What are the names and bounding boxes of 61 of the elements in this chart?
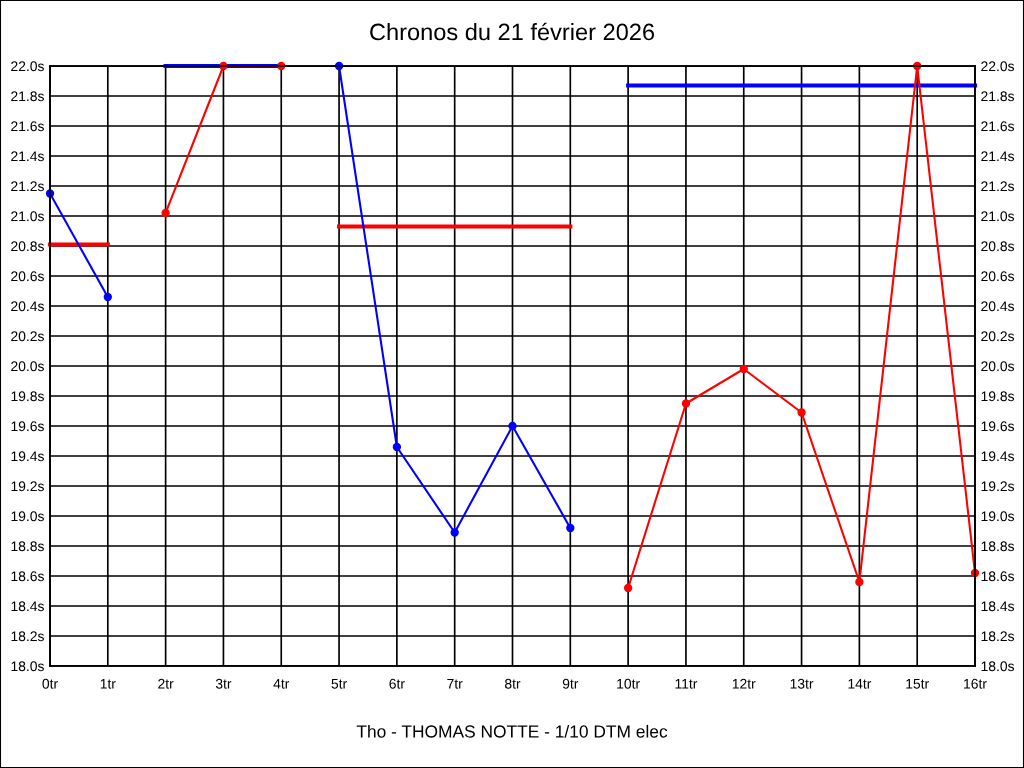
y-tick-label: 20.2s bbox=[11, 331, 44, 342]
y-tick-label: 18.4s bbox=[11, 601, 44, 612]
y-tick-label: 19.4s bbox=[11, 451, 44, 462]
y2-tick-label: 20.8s bbox=[981, 241, 1015, 252]
y2-tick-label: 21.6s bbox=[981, 121, 1015, 132]
y-tick-label: 21.8s bbox=[11, 91, 44, 102]
y-tick-label: 19.0s bbox=[11, 511, 44, 522]
y2-tick-label: 20.0s bbox=[981, 361, 1015, 372]
y2-tick-label: 18.0s bbox=[981, 661, 1015, 672]
y-tick-label: 20.0s bbox=[11, 361, 44, 372]
y2-tick-label: 19.6s bbox=[981, 421, 1015, 432]
x-tick-label: 11tr bbox=[675, 679, 698, 689]
y2-tick-label: 19.8s bbox=[981, 391, 1015, 402]
x-tick-label: 3tr bbox=[215, 678, 232, 689]
y2-tick-label: 18.4s bbox=[981, 601, 1015, 612]
x-tick-label: 10tr bbox=[617, 678, 640, 689]
y2-tick-label: 18.2s bbox=[981, 631, 1015, 642]
y2-tick-label: 18.8s bbox=[981, 541, 1015, 552]
x-tick-label: 13tr bbox=[790, 678, 814, 689]
y2-tick-label: 21.8s bbox=[981, 91, 1015, 102]
y-tick-label: 20.4s bbox=[11, 301, 44, 312]
y2-tick-label: 20.4s bbox=[981, 301, 1015, 312]
y2-tick-label: 20.6s bbox=[981, 271, 1015, 282]
x-tick-label: 8tr bbox=[505, 678, 521, 689]
y-tick-label: 21.4s bbox=[11, 151, 44, 162]
y-tick-label: 19.8s bbox=[11, 391, 44, 402]
y2-tick-label: 21.0s bbox=[981, 211, 1015, 222]
y2-tick-label: 19.0s bbox=[981, 511, 1015, 522]
y2-tick-label: 22.0s bbox=[981, 61, 1015, 72]
y-tick-label: 18.0s bbox=[11, 661, 44, 672]
y2-tick-label: 21.2s bbox=[981, 181, 1015, 192]
y2-tick-label: 18.6s bbox=[981, 571, 1015, 582]
x-tick-label: 12tr bbox=[732, 678, 756, 689]
x-tick-label: 16tr bbox=[964, 678, 987, 689]
x-tick-label: 2tr bbox=[158, 678, 174, 689]
y-tick-label: 21.0s bbox=[11, 211, 44, 222]
x-tick-label: 5tr bbox=[331, 679, 347, 689]
y2-tick-label: 19.2s bbox=[981, 481, 1015, 492]
y-tick-label: 20.6s bbox=[11, 271, 44, 282]
y2-tick-label: 20.2s bbox=[981, 331, 1015, 342]
y-tick-label: 19.2s bbox=[11, 481, 44, 492]
x-tick-label: 9tr bbox=[562, 678, 579, 689]
x-axis-title: Tho - THOMAS NOTTE - 1/10 DTM elec bbox=[356, 724, 668, 738]
chart-title: Chronos du 21 février 2026 bbox=[370, 22, 655, 41]
x-tick-label: 14tr bbox=[848, 679, 872, 689]
x-tick-label: 0tr bbox=[42, 678, 58, 689]
y-tick-label: 21.2s bbox=[11, 181, 44, 192]
x-tick-label: 6tr bbox=[389, 678, 405, 689]
x-tick-label: 15tr bbox=[906, 679, 929, 689]
x-tick-label: 7tr bbox=[447, 679, 463, 689]
y-tick-label: 19.6s bbox=[11, 421, 44, 432]
x-tick-label: 1tr bbox=[100, 679, 116, 689]
y-tick-label: 21.6s bbox=[11, 121, 44, 132]
x-tick-label: 4tr bbox=[273, 679, 290, 689]
y-tick-label: 18.6s bbox=[11, 571, 44, 582]
y-tick-label: 20.8s bbox=[11, 241, 44, 252]
y-tick-label: 18.8s bbox=[11, 541, 44, 552]
y2-tick-label: 19.4s bbox=[981, 451, 1015, 462]
y2-tick-label: 21.4s bbox=[981, 151, 1015, 162]
y-tick-label: 22.0s bbox=[11, 61, 44, 72]
y-tick-label: 18.2s bbox=[11, 631, 44, 642]
